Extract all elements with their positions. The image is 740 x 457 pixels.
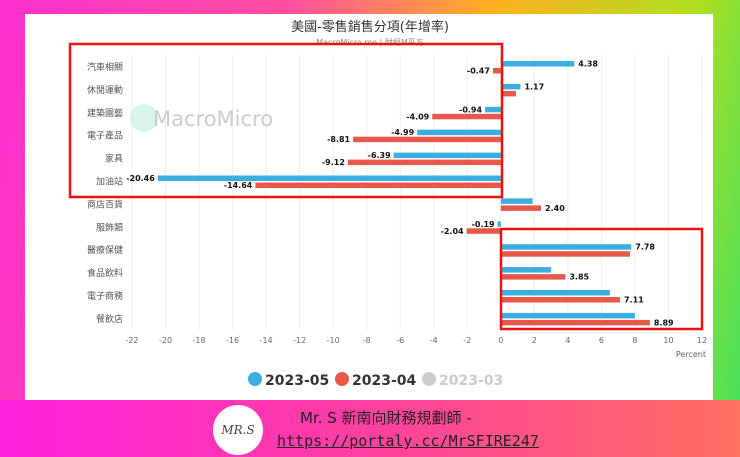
bar-2023-05 <box>500 312 635 319</box>
data-label: -0.19 <box>472 220 495 229</box>
bar-2023-04 <box>432 113 501 120</box>
bar-2023-04 <box>255 182 501 188</box>
bar-2023-05 <box>500 198 533 204</box>
x-axis-label: Percent <box>676 350 706 359</box>
data-label: -9.12 <box>322 158 345 167</box>
bar-2023-05 <box>500 290 610 296</box>
bar-2023-04 <box>466 228 501 234</box>
x-tick-label: -8 <box>363 336 371 345</box>
x-tick-label: 10 <box>663 336 673 345</box>
data-label: -4.99 <box>391 128 414 137</box>
data-label: -8.81 <box>327 135 350 144</box>
legend-marker <box>422 372 436 386</box>
bar-2023-04 <box>500 205 542 211</box>
x-tick-label: -2 <box>463 336 471 345</box>
bar-2023-05 <box>497 221 501 227</box>
footer-link[interactable]: https://portaly.cc/MrSFIRE247 <box>277 432 539 450</box>
bar-2023-05 <box>500 267 552 273</box>
data-label: 7.78 <box>635 243 655 252</box>
x-tick-label: -12 <box>293 336 306 345</box>
x-tick-label: -22 <box>125 336 138 345</box>
category-label: 汽車相關 <box>87 61 123 73</box>
data-label: -6.39 <box>368 151 391 160</box>
chart-card <box>25 14 713 400</box>
x-tick-label: -6 <box>396 336 404 345</box>
x-tick-label: 6 <box>599 336 604 345</box>
category-label: 加油站 <box>96 176 123 188</box>
category-label: 服飾類 <box>96 221 123 233</box>
x-tick-label: -4 <box>430 336 438 345</box>
bar-2023-04 <box>500 90 516 97</box>
data-label: -2.04 <box>441 227 464 236</box>
x-tick-label: -20 <box>159 336 172 345</box>
footer <box>0 400 740 457</box>
watermark-icon <box>130 104 158 132</box>
x-tick-label: 0 <box>498 336 503 345</box>
legend-marker <box>248 372 262 386</box>
data-label: -0.47 <box>467 67 490 76</box>
bar-2023-04 <box>500 251 630 257</box>
legend-item[interactable]: 2023-05 <box>265 373 329 389</box>
category-label: 休閒運動 <box>87 84 123 96</box>
category-label: 電子商務 <box>87 290 123 302</box>
category-label: 建築園藝 <box>87 107 123 119</box>
bar-2023-05 <box>500 61 575 67</box>
x-tick-label: 2 <box>532 336 537 345</box>
bar-2023-05 <box>157 175 501 181</box>
legend-item[interactable]: 2023-03 <box>439 373 503 389</box>
category-label: 食品飲料 <box>87 267 123 279</box>
category-label: 電子產品 <box>87 130 123 142</box>
x-tick-label: 12 <box>697 336 707 345</box>
x-tick-label: -16 <box>226 336 239 345</box>
bar-2023-04 <box>500 319 650 326</box>
x-tick-label: -14 <box>260 336 273 345</box>
highlight-box-positive <box>499 227 704 331</box>
data-label: 2.40 <box>545 204 565 213</box>
data-label: -0.94 <box>459 105 482 114</box>
data-label: 8.89 <box>654 318 674 327</box>
x-tick-label: 8 <box>632 336 637 345</box>
chart-subtitle: MacroMicro.me | 財經M平方 <box>316 37 424 47</box>
category-label: 醫療保健 <box>87 244 123 256</box>
data-label: -4.09 <box>406 112 429 121</box>
bar-2023-05 <box>417 129 501 136</box>
chart-title: 美國-零售銷售分項(年增率) <box>291 19 449 35</box>
category-label: 餐飲店 <box>96 313 123 325</box>
mr-s-logo: MR.S <box>213 405 263 455</box>
bar-2023-05 <box>393 152 501 159</box>
x-tick-label: -18 <box>193 336 206 345</box>
category-label: 商店百貨 <box>87 198 123 210</box>
data-label: 1.17 <box>524 82 544 91</box>
bar-2023-04 <box>347 159 501 166</box>
legend-marker <box>335 372 349 386</box>
legend-item[interactable]: 2023-04 <box>352 373 417 389</box>
bar-2023-04 <box>500 274 566 280</box>
x-tick-label: 4 <box>565 336 570 345</box>
category-label: 家具 <box>105 153 123 165</box>
highlight-box-negative <box>68 42 504 199</box>
bar-2023-04 <box>353 136 501 143</box>
data-label: -20.46 <box>126 174 155 183</box>
data-label: 7.11 <box>624 296 644 305</box>
bar-2023-04 <box>500 297 621 303</box>
data-label: 4.38 <box>578 60 598 69</box>
bar-2023-05 <box>500 244 632 250</box>
x-tick-label: -10 <box>327 336 340 345</box>
bar-2023-05 <box>500 83 521 90</box>
bar-2023-04 <box>492 68 501 74</box>
bar-2023-05 <box>485 106 501 113</box>
footer-title: Mr. S 新南向財務規劃師 - <box>300 409 472 427</box>
data-label: -14.64 <box>224 181 253 190</box>
data-label: 3.85 <box>569 273 589 282</box>
watermark: MacroMicro <box>153 107 273 131</box>
